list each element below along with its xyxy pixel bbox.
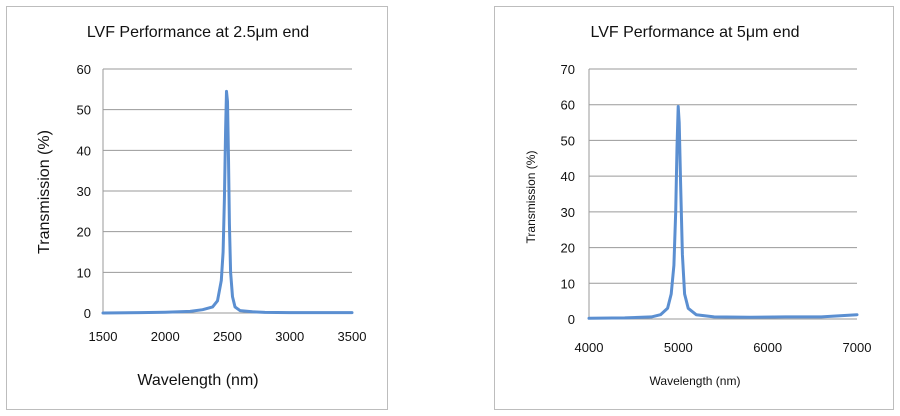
- x-axis-label: Wavelength (nm): [650, 374, 741, 388]
- y-axis-label: Transmission (%): [524, 151, 538, 244]
- x-tick-label: 3500: [338, 329, 367, 344]
- series-line: [101, 89, 354, 315]
- x-tick-label: 1500: [89, 329, 118, 344]
- series-line: [587, 105, 859, 320]
- y-tick-label: 0: [84, 306, 91, 321]
- x-tick-label: 2000: [151, 329, 180, 344]
- y-tick-label: 0: [568, 312, 575, 327]
- y-tick-label: 20: [77, 225, 91, 240]
- y-tick-label: 40: [561, 169, 575, 184]
- x-tick-label: 2500: [213, 329, 242, 344]
- x-tick-label: 3000: [275, 329, 304, 344]
- x-tick-label: 5000: [664, 340, 693, 355]
- x-axis-label: Wavelength (nm): [137, 372, 258, 389]
- y-tick-label: 40: [77, 143, 91, 158]
- chart-panel-2500nm: LVF Performance at 2.5μm end 0 10 20 30 40 50…: [6, 6, 388, 410]
- chart-title: LVF Performance at 2.5μm end: [87, 24, 309, 41]
- y-tick-label: 50: [77, 103, 91, 118]
- x-tick-label: 7000: [843, 340, 872, 355]
- y-tick-label: 70: [561, 62, 575, 77]
- y-tick-label: 50: [561, 133, 575, 148]
- chart-2500nm: LVF Performance at 2.5μm end 0 10 20 30 40 50…: [36, 24, 367, 389]
- y-tick-label: 20: [561, 241, 575, 256]
- y-axis-label: Transmission (%): [36, 130, 53, 254]
- y-tick-label: 60: [561, 98, 575, 113]
- chart-panel-5000nm: LVF Performance at 5μm end 0 10 20 30 40 50 60…: [494, 6, 894, 410]
- x-tick-label: 6000: [753, 340, 782, 355]
- y-tick-label: 60: [77, 62, 91, 77]
- x-tick-label: 4000: [575, 340, 604, 355]
- y-tick-label: 10: [77, 265, 91, 280]
- y-tick-label: 10: [561, 276, 575, 291]
- chart-title: LVF Performance at 5μm end: [590, 24, 799, 41]
- y-tick-label: 30: [77, 184, 91, 199]
- chart-5000nm: LVF Performance at 5μm end 0 10 20 30 40 50 60…: [524, 24, 872, 388]
- y-tick-label: 30: [561, 205, 575, 220]
